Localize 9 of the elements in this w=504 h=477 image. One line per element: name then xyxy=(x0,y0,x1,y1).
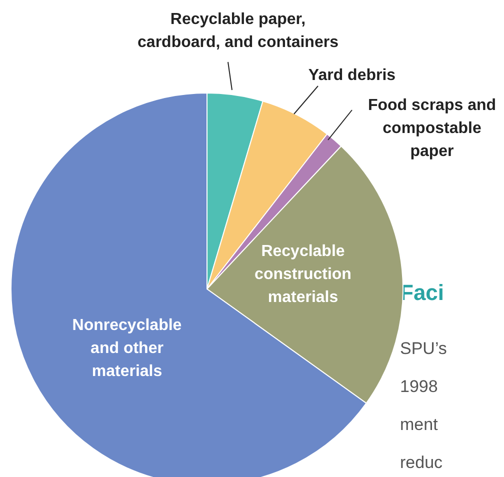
text: ment xyxy=(400,415,438,434)
slice-label: Recyclable paper, cardboard, and containers xyxy=(138,11,339,51)
text: 1998 xyxy=(400,377,438,396)
slice-label: Recyclable construction materials xyxy=(254,243,352,306)
slice-label: Yard debris xyxy=(308,67,396,84)
slice-label: Food scraps and compostable paper xyxy=(368,97,496,160)
text: reduc xyxy=(400,453,444,472)
text: SPU’s xyxy=(400,339,447,358)
slice-label: Nonrecyclable and other materials xyxy=(72,317,182,380)
